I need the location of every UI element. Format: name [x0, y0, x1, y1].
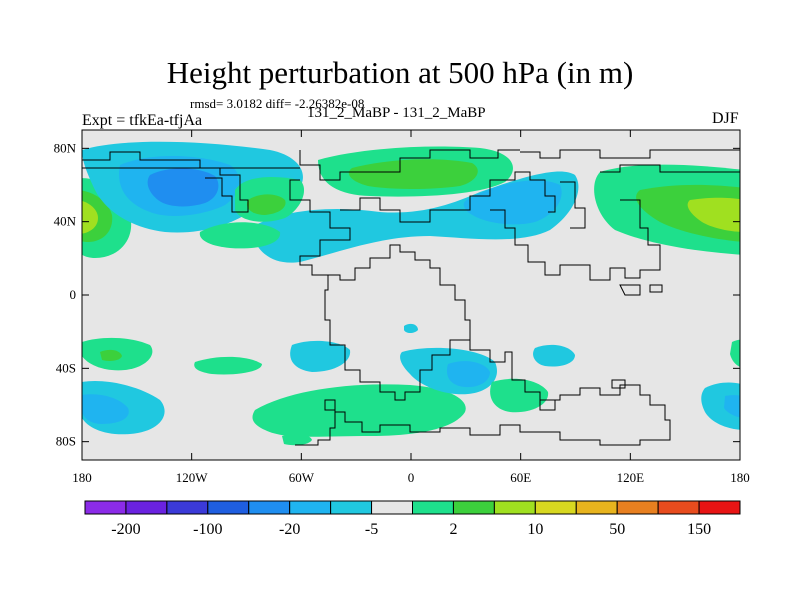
colorbar-box: [84, 500, 127, 515]
experiment-label: Expt = tfkEa-tfjAa: [82, 112, 203, 129]
lat-tick-label: 80N: [54, 140, 77, 155]
coastline-south-islands: [539, 379, 626, 411]
colorbar-label: 10: [527, 521, 543, 538]
colorbar-box: [412, 500, 454, 515]
contour-fill-s-blue-mid: [290, 340, 351, 372]
contour-fill-s-green-far-east: [730, 339, 740, 367]
lon-tick-label: 120E: [617, 470, 645, 485]
colorbar-box: [248, 500, 291, 515]
colorbar-label: -100: [193, 521, 222, 538]
colorbar-box: [289, 500, 332, 515]
contour-fill-s-darkblue-east: [446, 361, 490, 388]
colorbar-label: 50: [609, 521, 625, 538]
coastline-north-american: [82, 151, 249, 213]
colorbar-label: -200: [111, 521, 140, 538]
colorbar: -200 -100 -20 -5 2 10 50 150: [84, 500, 741, 538]
colorbar-label: -20: [279, 521, 300, 538]
coastline-arctic: [299, 149, 520, 181]
colorbar-box: [371, 500, 413, 515]
colorbar-box: [657, 500, 700, 515]
lon-tick-label: 180: [72, 470, 92, 485]
colorbar-box: [698, 500, 741, 515]
contour-fill-eu-blue: [463, 180, 562, 225]
contour-fill-s-green-mid: [194, 356, 262, 375]
contour-fill-na-dark: [147, 168, 219, 207]
contour-fill-s-blue-small: [533, 344, 575, 367]
colorbar-box: [452, 500, 495, 515]
contour-fill-npac-yellow: [82, 201, 98, 234]
colorbar-label: -5: [365, 521, 378, 538]
colorbar-box: [575, 500, 618, 515]
colorbar-label: 2: [449, 521, 457, 538]
lon-tick-label: 60W: [289, 470, 315, 485]
latitude-axis: 80N 40N 0 40S 80S: [54, 140, 740, 449]
coastline-east-asia: [560, 181, 586, 229]
contour-fill-spac-west-lime: [100, 349, 122, 361]
contour-fill-tropic-blue: [404, 323, 418, 333]
colorbar-box: [207, 500, 250, 515]
longitude-axis: 180 120W 60W 0 60E 120E 180: [72, 130, 750, 485]
coastline-eurasia: [82, 167, 351, 276]
coastline-arctic-top: [520, 149, 740, 159]
page-title: Height perturbation at 500 hPa (in m): [166, 55, 634, 90]
colorbar-box: [493, 500, 536, 515]
coastlines: [82, 149, 740, 446]
lat-tick-label: 80S: [56, 434, 76, 449]
coastline-islands: [619, 284, 663, 296]
season-label: DJF: [712, 110, 739, 127]
contour-fill-s-darkblue-far-east: [724, 395, 740, 418]
contour-field: [82, 130, 740, 460]
lat-tick-label: 40N: [54, 214, 77, 229]
lat-tick-label: 0: [70, 287, 77, 302]
contour-fill-s-green-band: [252, 384, 466, 437]
colorbar-box: [330, 500, 373, 515]
contour-fill-s-green-east: [490, 378, 549, 413]
coastline-south: [295, 340, 671, 446]
coastline-asia-east: [490, 199, 661, 281]
colorbar-box: [125, 500, 168, 515]
contour-fill-s-blue-far-east: [701, 382, 740, 430]
contour-fill-natl-lime: [246, 194, 286, 215]
lon-tick-label: 180: [730, 470, 750, 485]
contour-fill-epac-yellow: [687, 197, 740, 232]
colorbar-box: [534, 500, 577, 515]
rmsd-diff-text: rmsd= 3.0182 diff= -2.26382e-08: [190, 96, 365, 111]
colorbar-box: [166, 500, 209, 515]
contour-fill-s-darkblue-west: [82, 394, 129, 424]
lat-tick-label: 40S: [56, 360, 76, 375]
coastline-europe: [340, 171, 556, 223]
contour-fill-s-green-bottom: [282, 433, 312, 446]
lon-tick-label: 120W: [176, 470, 209, 485]
colorbar-box: [616, 500, 659, 515]
coastline-eurasia-north: [600, 164, 740, 173]
lon-tick-label: 60E: [510, 470, 531, 485]
contour-fill-pac-green: [199, 222, 281, 249]
colorbar-label: 150: [687, 521, 711, 538]
lon-tick-label: 0: [408, 470, 415, 485]
contour-fill-arctic-lime: [348, 159, 478, 189]
runs-label: 131_2_MaBP - 131_2_MaBP: [307, 105, 486, 121]
